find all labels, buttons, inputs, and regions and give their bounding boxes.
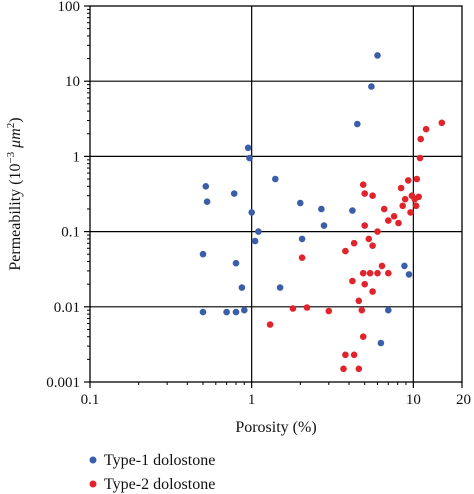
point-type-2 bbox=[407, 209, 414, 216]
point-type-2 bbox=[404, 177, 412, 184]
point-type-2 bbox=[395, 219, 402, 227]
point-type-2 bbox=[340, 365, 347, 373]
point-type-2 bbox=[366, 269, 374, 277]
legend-marker-type-2 bbox=[89, 480, 97, 488]
legend-label-type-2: Type-2 dolostone bbox=[104, 476, 215, 493]
point-type-1 bbox=[318, 205, 325, 213]
point-type-1 bbox=[368, 83, 375, 90]
point-type-2 bbox=[390, 213, 398, 220]
plot-area bbox=[89, 5, 463, 383]
y-tick-label: 0.01 bbox=[54, 300, 80, 316]
point-type-1 bbox=[276, 284, 284, 291]
point-type-1 bbox=[223, 308, 230, 316]
point-type-2 bbox=[361, 222, 369, 229]
point-type-2 bbox=[380, 205, 388, 213]
point-type-2 bbox=[438, 119, 446, 127]
point-type-2 bbox=[416, 154, 424, 162]
x-tick-label: 20 bbox=[456, 392, 471, 408]
point-type-1 bbox=[354, 120, 361, 128]
y-tick-label: 0.1 bbox=[61, 225, 80, 241]
point-type-2 bbox=[422, 125, 430, 133]
point-type-1 bbox=[377, 339, 385, 347]
axis-ticks: 0.1 1 10 20 100 10 1 0.1 0.01 0.001 bbox=[46, 0, 471, 408]
point-type-1 bbox=[241, 306, 248, 314]
legend: Type-1 dolostone Type-2 dolostone bbox=[89, 452, 215, 493]
y-tick-label: 1 bbox=[73, 149, 81, 165]
point-type-2 bbox=[355, 365, 363, 373]
point-type-2 bbox=[349, 277, 356, 285]
point-type-2 bbox=[298, 254, 306, 261]
point-type-2 bbox=[369, 288, 376, 295]
point-type-1 bbox=[244, 144, 252, 152]
point-type-2 bbox=[399, 202, 407, 210]
point-type-2 bbox=[413, 175, 421, 183]
point-type-1 bbox=[385, 306, 392, 314]
point-type-2 bbox=[361, 190, 369, 197]
point-type-2 bbox=[355, 297, 363, 305]
point-type-1 bbox=[374, 52, 381, 59]
point-type-1 bbox=[255, 228, 262, 235]
point-type-2 bbox=[342, 247, 349, 255]
legend-label-type-1: Type-1 dolostone bbox=[104, 452, 215, 469]
point-type-2 bbox=[325, 307, 333, 315]
point-type-1 bbox=[232, 308, 240, 316]
grid-lines bbox=[90, 6, 462, 382]
point-type-1 bbox=[199, 250, 207, 258]
point-type-2 bbox=[350, 239, 358, 247]
point-type-1 bbox=[203, 198, 211, 205]
point-type-2 bbox=[397, 184, 405, 192]
x-axis-title: Porosity (%) bbox=[235, 419, 316, 436]
point-type-2 bbox=[369, 192, 376, 199]
point-type-2 bbox=[361, 280, 369, 288]
y-axis-title: Permeability (10−3 μm2) bbox=[5, 117, 24, 270]
y-tick-label: 0.001 bbox=[46, 375, 80, 391]
x-tick-label: 1 bbox=[248, 392, 256, 408]
y-tick-label: 100 bbox=[58, 0, 81, 15]
point-type-2 bbox=[401, 195, 409, 203]
point-type-2 bbox=[378, 262, 386, 270]
point-type-1 bbox=[349, 207, 356, 214]
y-tick-label: 10 bbox=[65, 74, 80, 90]
point-type-1 bbox=[320, 222, 328, 229]
point-type-2 bbox=[417, 135, 425, 143]
point-type-2 bbox=[374, 269, 381, 277]
point-type-2 bbox=[266, 321, 274, 328]
x-tick-label: 0.1 bbox=[81, 392, 100, 408]
point-type-2 bbox=[359, 333, 367, 341]
point-type-2 bbox=[415, 193, 423, 201]
point-type-1 bbox=[199, 308, 207, 316]
point-type-2 bbox=[385, 269, 392, 277]
point-type-1 bbox=[251, 237, 259, 245]
point-type-1 bbox=[401, 262, 408, 270]
point-type-1 bbox=[248, 209, 255, 216]
point-type-2 bbox=[303, 304, 311, 311]
point-type-2 bbox=[359, 269, 367, 277]
point-type-1 bbox=[405, 271, 413, 278]
point-type-1 bbox=[297, 199, 304, 207]
point-type-1 bbox=[232, 259, 240, 267]
point-type-2 bbox=[369, 242, 376, 249]
point-type-1 bbox=[202, 183, 210, 190]
point-type-2 bbox=[289, 305, 297, 312]
point-type-2 bbox=[374, 228, 381, 235]
point-type-2 bbox=[365, 235, 373, 243]
point-type-1 bbox=[238, 284, 246, 291]
point-type-2 bbox=[412, 202, 420, 210]
point-type-1 bbox=[230, 190, 238, 197]
point-type-2 bbox=[358, 306, 366, 314]
point-type-2 bbox=[350, 351, 358, 359]
point-type-1 bbox=[272, 175, 279, 183]
point-type-1 bbox=[298, 235, 306, 243]
point-type-2 bbox=[359, 181, 367, 188]
point-type-2 bbox=[342, 351, 349, 359]
point-type-1 bbox=[246, 154, 253, 162]
data-points bbox=[199, 52, 446, 373]
point-type-2 bbox=[385, 217, 392, 224]
x-tick-label: 10 bbox=[406, 392, 421, 408]
legend-marker-type-1 bbox=[89, 456, 97, 464]
